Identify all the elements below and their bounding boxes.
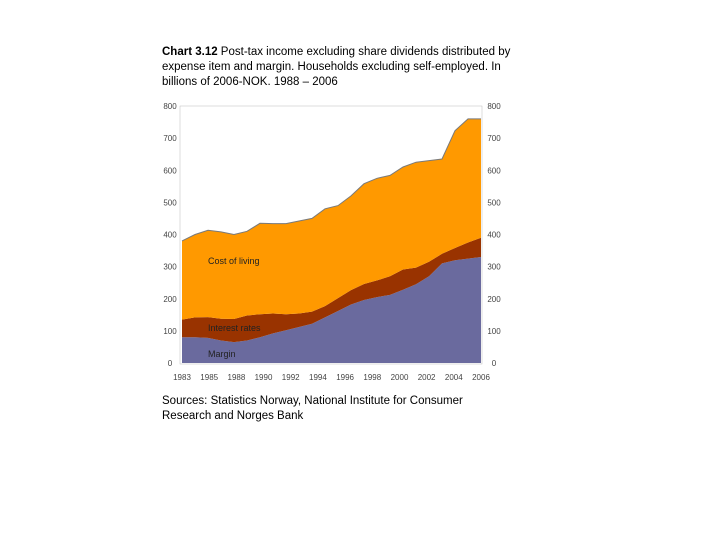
annotation-cost-of-living: Cost of living	[208, 256, 260, 266]
annotation-interest-rates: Interest rates	[208, 323, 261, 333]
y-tick-right: 500	[487, 198, 501, 207]
x-tick-label: 1983	[173, 373, 191, 382]
x-tick-label: 1998	[363, 373, 381, 382]
y-tick-right: 400	[487, 231, 501, 240]
series-area-interest-rates	[182, 237, 481, 343]
y-tick-left: 700	[163, 134, 177, 143]
y-tick-right: 700	[487, 134, 501, 143]
y-tick-left: 400	[163, 231, 177, 240]
y-tick-right: 0	[492, 359, 497, 368]
x-tick-label: 2002	[418, 373, 436, 382]
annotation-margin: Margin	[208, 349, 236, 359]
y-tick-right: 300	[487, 263, 501, 272]
x-tick-label: 1985	[200, 373, 218, 382]
chart-number: Chart 3.12	[162, 46, 218, 58]
y-tick-right: 600	[487, 166, 501, 175]
y-tick-right: 200	[487, 295, 501, 304]
x-tick-label: 1992	[282, 373, 300, 382]
sources-note: Sources: Statistics Norway, National Ins…	[162, 395, 463, 422]
y-tick-left: 100	[163, 327, 177, 336]
y-tick-left: 600	[163, 166, 177, 175]
x-tick-label: 2006	[472, 373, 490, 382]
series-area-margin	[182, 257, 481, 363]
y-tick-right: 100	[487, 327, 501, 336]
x-tick-label: 1988	[228, 373, 246, 382]
y-tick-right: 800	[487, 102, 501, 111]
x-tick-label: 1996	[336, 373, 354, 382]
x-tick-label: 2004	[445, 373, 463, 382]
y-tick-left: 800	[163, 102, 177, 111]
total-outline	[181, 118, 481, 242]
y-tick-left: 0	[168, 359, 173, 368]
y-tick-left: 500	[163, 198, 177, 207]
x-tick-label: 1994	[309, 373, 327, 382]
x-tick-label: 2000	[391, 373, 409, 382]
y-tick-left: 200	[163, 295, 177, 304]
x-tick-label: 1990	[255, 373, 273, 382]
series-area-cost-of-living	[182, 118, 481, 320]
y-tick-left: 300	[163, 263, 177, 272]
chart-title-text: Post-tax income excluding share dividend…	[162, 46, 511, 88]
chart-title: Chart 3.12 Post-tax income excluding sha…	[162, 45, 512, 90]
